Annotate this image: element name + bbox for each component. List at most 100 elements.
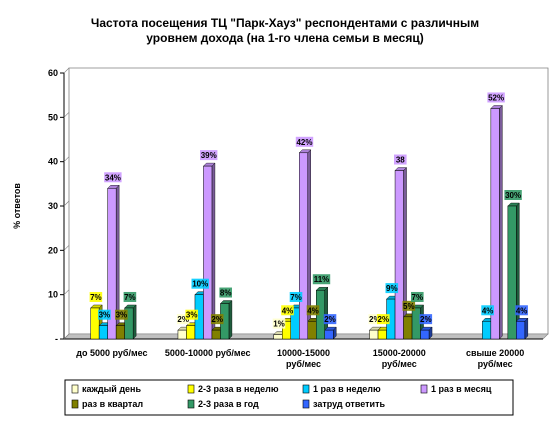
bar-s1-c3 xyxy=(377,329,387,340)
bar-s3-c4 xyxy=(490,108,500,340)
chart-title-line-2: уровнем дохода (на 1-го члена семьи в ме… xyxy=(146,31,423,45)
data-label-bg-s5-c2 xyxy=(312,274,331,285)
data-label-s3-c1: 39% xyxy=(201,151,217,160)
legend-swatch-0 xyxy=(71,384,79,394)
data-label-s1-c0: 7% xyxy=(90,293,102,302)
bar-s2-c4 xyxy=(482,321,492,340)
bar-s3-c3 xyxy=(394,170,404,340)
data-label-bg-s1-c2 xyxy=(281,305,294,316)
data-label-s2-c2: 7% xyxy=(290,293,302,302)
data-label-bg-s5-c0 xyxy=(123,291,137,302)
y-depth-line-0 xyxy=(63,333,70,340)
category-label-0-0: до 5000 руб/мес xyxy=(76,348,147,358)
y-tick-label-20: 20 xyxy=(48,245,58,255)
data-label-bg-s4-c3 xyxy=(402,300,416,311)
legend-label-6: затруд ответить xyxy=(313,399,385,409)
bar-s3-c1 xyxy=(203,165,213,340)
category-label-2-0: 10000-15000 xyxy=(277,348,330,358)
bar-side-s5-c0 xyxy=(132,304,137,340)
data-label-bg-s0-c3 xyxy=(368,314,382,325)
legend-swatch-2 xyxy=(302,384,310,394)
y-tick-label-0: - xyxy=(55,334,58,344)
data-label-bg-s3-c3 xyxy=(394,154,407,165)
data-label-s5-c1: 8% xyxy=(220,289,232,298)
data-label-s2-c1: 10% xyxy=(192,280,208,289)
bar-side-s6-c4 xyxy=(524,317,529,340)
data-label-bg-s0-c2 xyxy=(272,318,286,329)
category-label-4-1: руб/мес xyxy=(478,359,513,369)
data-label-s5-c3: 7% xyxy=(412,293,424,302)
data-label-bg-s1-c0 xyxy=(89,291,103,302)
bar-s5-c0 xyxy=(124,307,134,340)
data-label-bg-s2-c3 xyxy=(385,283,399,294)
data-label-s5-c0: 7% xyxy=(124,293,136,302)
data-label-s1-c3: 2% xyxy=(378,315,390,324)
category-label-2-1: руб/мес xyxy=(286,359,321,369)
bar-s0-c1 xyxy=(177,329,187,340)
data-label-s1-c2: 4% xyxy=(282,306,294,315)
legend-box xyxy=(64,379,514,416)
category-label-3-0: 15000-20000 xyxy=(373,348,426,358)
data-label-s2-c4: 4% xyxy=(482,306,494,315)
data-label-bg-s4-c1 xyxy=(210,314,224,325)
data-label-bg-s3-c4 xyxy=(487,92,505,103)
data-label-s6-c4: 4% xyxy=(516,306,528,315)
data-label-bg-s6-c3 xyxy=(419,314,433,325)
category-label-4-0: свыше 20000 xyxy=(466,348,524,358)
bar-s1-c0 xyxy=(90,307,100,340)
category-label-1-0: 5000-10000 руб/мес xyxy=(165,348,251,358)
y-depth-line-40 xyxy=(63,156,70,162)
legend-label-4: раз в квартал xyxy=(82,399,143,409)
bar-s1-c1 xyxy=(186,325,196,340)
y-depth-line-30 xyxy=(63,200,70,207)
data-label-bg-s3-c0 xyxy=(104,172,122,183)
data-label-s3-c4: 52% xyxy=(488,93,504,102)
data-label-s3-c2: 42% xyxy=(296,138,312,147)
data-label-bg-s2-c0 xyxy=(98,309,111,320)
data-label-s6-c3: 2% xyxy=(420,315,432,324)
bar-s3-c0 xyxy=(107,188,117,340)
y-tick-label-50: 50 xyxy=(48,112,58,122)
y-tick-label-60: 60 xyxy=(48,68,58,78)
legend-label-1: 2-3 раза в неделю xyxy=(198,384,279,394)
data-label-bg-s1-c1 xyxy=(185,309,198,320)
data-label-s3-c3: 38 xyxy=(396,156,405,165)
data-label-bg-s5-c4 xyxy=(504,190,522,200)
y-depth-line-20 xyxy=(63,245,70,251)
data-label-s1-c1: 3% xyxy=(186,311,198,320)
data-label-s6-c2: 2% xyxy=(324,315,336,324)
data-label-bg-s5-c3 xyxy=(411,291,424,302)
bar-side-s5-c1 xyxy=(228,300,233,340)
bar-side-s3-c3 xyxy=(403,167,407,340)
bar-s4-c2 xyxy=(307,321,317,340)
y-depth-line-10 xyxy=(63,289,70,295)
data-label-bg-s2-c2 xyxy=(289,291,303,302)
data-label-s2-c3: 9% xyxy=(386,284,398,293)
data-label-s5-c2: 11% xyxy=(314,275,330,284)
legend-swatch-4 xyxy=(71,399,79,409)
y-axis-label: % ответов xyxy=(12,183,22,229)
y-tick-label-40: 40 xyxy=(48,157,58,167)
data-label-bg-s1-c3 xyxy=(377,314,390,325)
data-label-s0-c2: 1% xyxy=(273,320,285,329)
legend-swatch-1 xyxy=(187,384,195,394)
data-label-bg-s6-c2 xyxy=(323,314,337,325)
data-label-bg-s2-c4 xyxy=(481,305,494,316)
y-tick-label-10: 10 xyxy=(48,290,58,300)
data-label-bg-s0-c1 xyxy=(176,314,190,325)
legend-swatch-3 xyxy=(420,384,428,394)
bar-s0-c3 xyxy=(369,329,379,340)
legend-label-0: каждый день xyxy=(82,384,141,394)
bar-s4-c0 xyxy=(115,325,125,340)
bar-s4-c1 xyxy=(211,329,221,340)
legend-label-5: 2-3 раза в год xyxy=(198,399,259,409)
data-label-s4-c2: 4% xyxy=(307,306,319,315)
data-label-bg-s3-c2 xyxy=(295,136,314,147)
bar-s3-c2 xyxy=(299,152,308,340)
data-label-s2-c0: 3% xyxy=(99,311,111,320)
data-label-s4-c1: 2% xyxy=(211,315,223,324)
bar-s6-c4 xyxy=(516,321,526,340)
data-label-s0-c3: 2% xyxy=(369,315,381,324)
